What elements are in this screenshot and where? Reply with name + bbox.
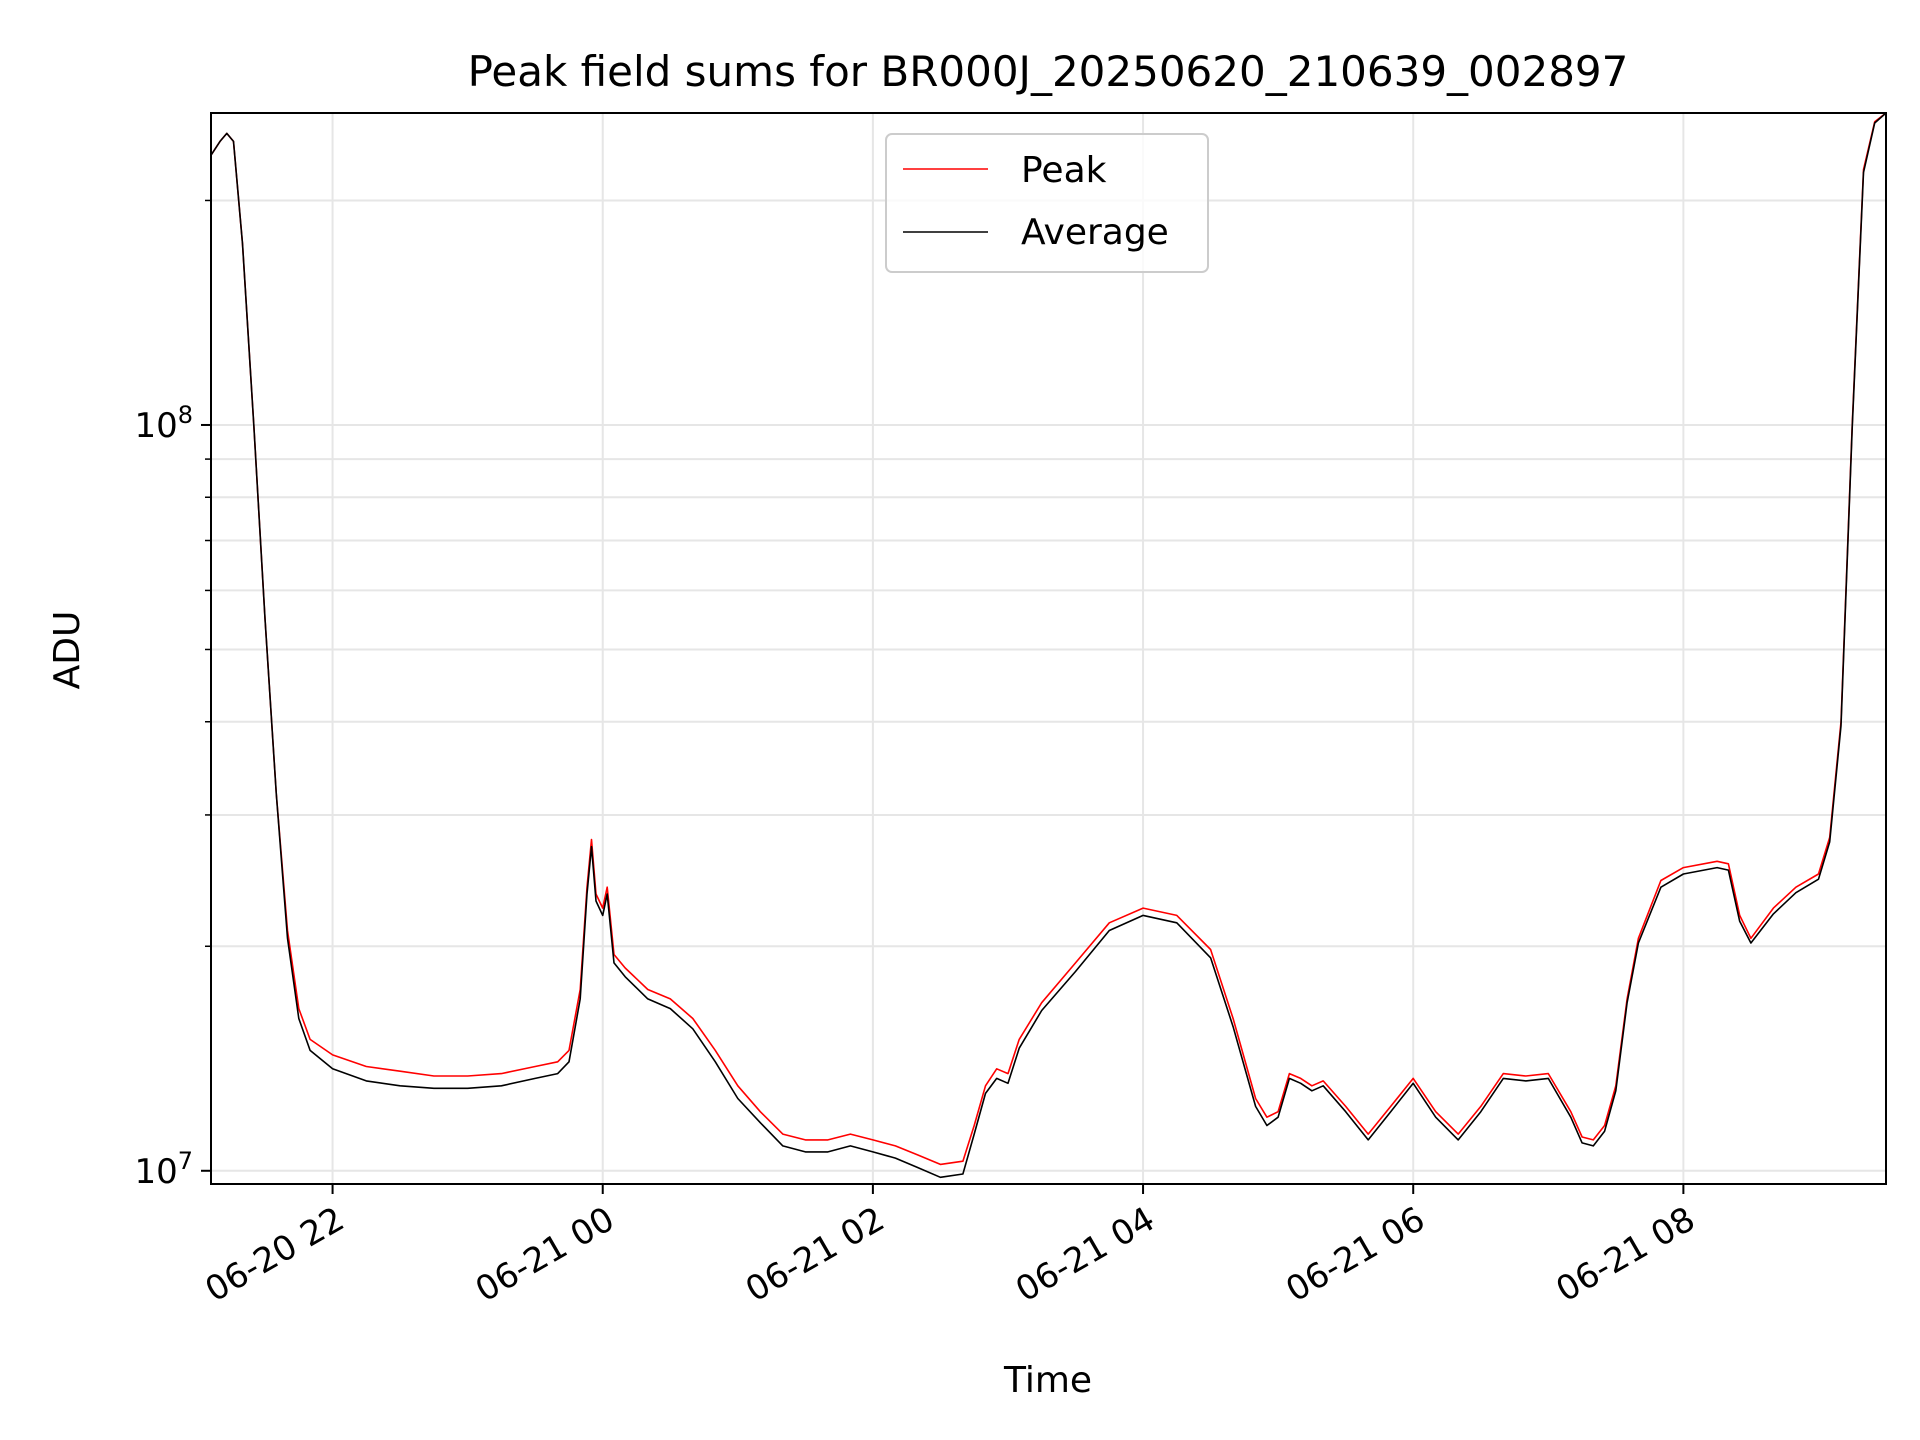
- legend-label-peak: Peak: [1021, 150, 1107, 191]
- y-axis-ticks: 107 108: [134, 199, 211, 1192]
- x-axis-label: Time: [1003, 1360, 1092, 1401]
- plot-frame: [210, 112, 1887, 1185]
- y-axis-label: ADU: [47, 611, 88, 690]
- legend-label-average: Average: [1021, 212, 1169, 253]
- chart-title: Peak field sums for BR000J_20250620_2106…: [468, 47, 1629, 96]
- y-tick-label: 108: [134, 401, 193, 446]
- series-line-average: [210, 112, 1887, 1179]
- grid: [211, 113, 1886, 1184]
- y-tick-label: 107: [134, 1147, 193, 1192]
- series-layer: [210, 112, 1887, 1179]
- legend: Peak Average: [885, 133, 1209, 273]
